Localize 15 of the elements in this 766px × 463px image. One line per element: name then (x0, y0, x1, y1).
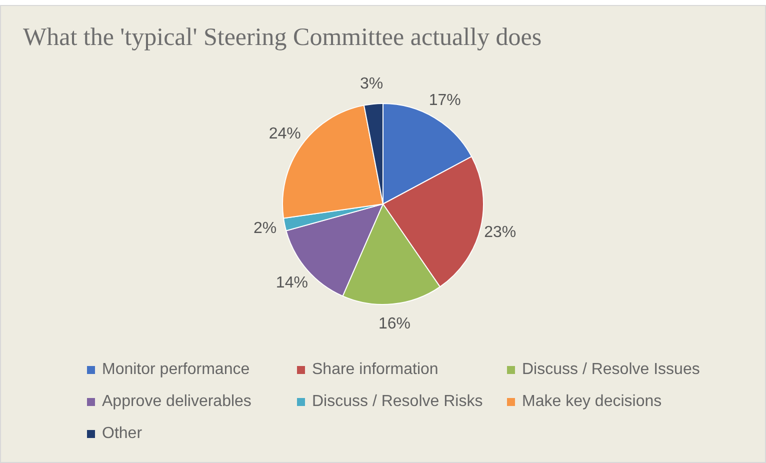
legend-label: Discuss / Resolve Issues (522, 361, 700, 379)
data-label: 16% (378, 315, 410, 332)
chart-title: What the 'typical' Steering Committee actually does (23, 24, 542, 52)
data-label: 14% (276, 274, 308, 292)
legend-label: Share information (312, 361, 438, 379)
data-label: 2% (253, 220, 277, 238)
legend-label: Other (102, 425, 142, 443)
data-label: 17% (428, 92, 461, 110)
data-label: 24% (268, 126, 301, 143)
data-label: 3% (360, 75, 384, 92)
legend-label: Monitor performance (102, 361, 250, 379)
data-label: 23% (484, 224, 516, 241)
legend-label: Approve deliverables (102, 393, 252, 411)
legend-label: Make key decisions (522, 393, 662, 411)
legend-label: Discuss / Resolve Risks (312, 393, 483, 411)
